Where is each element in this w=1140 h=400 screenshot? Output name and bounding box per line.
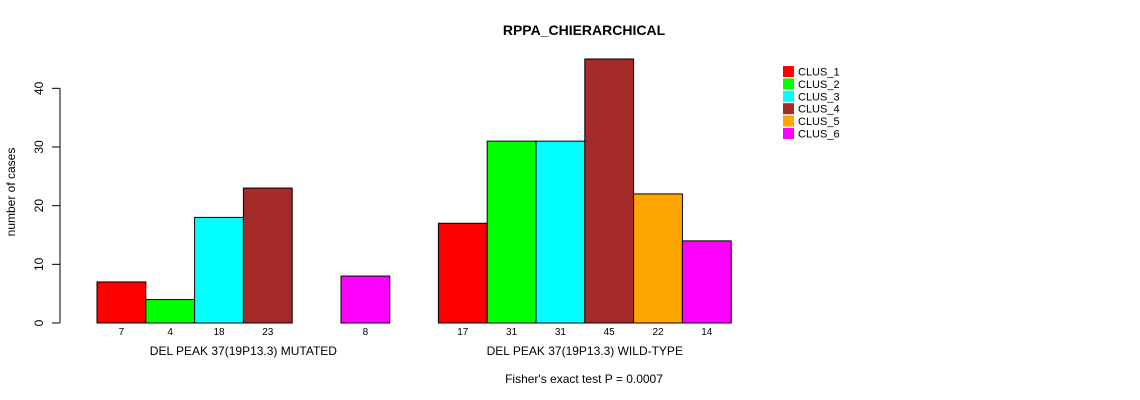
bar-count-label: 31 [506, 327, 518, 338]
bar-count-label: 4 [167, 327, 173, 338]
y-tick-label: 30 [32, 140, 46, 154]
bar-clus-6 [681, 240, 732, 324]
bar-clus-4 [584, 58, 635, 324]
y-tick-label: 0 [32, 319, 46, 326]
bar-count-label: 7 [119, 327, 125, 338]
legend-swatch [783, 128, 794, 139]
y-tick-label: 20 [32, 199, 46, 213]
legend-label: CLUS_1 [798, 67, 840, 79]
bar-count-label: 22 [652, 327, 664, 338]
group-label: DEL PEAK 37(19P13.3) WILD-TYPE [487, 344, 683, 358]
bar-clus-4 [242, 187, 293, 324]
group-label: DEL PEAK 37(19P13.3) MUTATED [150, 344, 338, 358]
legend-label: CLUS_3 [798, 91, 840, 103]
legend-swatch [783, 66, 794, 77]
legend-swatch [783, 90, 794, 102]
bar-count-label: 8 [363, 327, 369, 338]
bar-count-label: 14 [701, 327, 713, 338]
bar-clus-1 [96, 281, 147, 324]
legend-swatch [783, 115, 794, 127]
y-tick-label: 40 [32, 81, 46, 95]
legend-label: CLUS_5 [798, 116, 840, 128]
bar-count-label: 17 [457, 327, 469, 338]
legend-label: CLUS_4 [798, 104, 840, 116]
y-axis-label: number of cases [4, 148, 18, 237]
y-axis: 0 10 20 30 40 [32, 81, 61, 326]
bar-count-label: 31 [555, 327, 567, 338]
legend-swatch [783, 78, 794, 90]
bar-clus-2 [486, 140, 537, 324]
group-labels: DEL PEAK 37(19P13.3) MUTATED DEL PEAK 37(… [150, 344, 683, 358]
bar-clus-3 [535, 140, 586, 324]
legend-swatch [783, 103, 794, 115]
bar-clus-6 [340, 275, 391, 324]
chart-title: RPPA_CHIERARCHICAL [503, 22, 666, 38]
legend-label: CLUS_2 [798, 79, 840, 91]
bar-clus-5 [633, 193, 683, 324]
bar-clus-1 [437, 222, 488, 324]
y-tick-label: 10 [32, 257, 46, 271]
bar-clus-2 [145, 299, 196, 324]
bar-count-label: 45 [604, 327, 616, 338]
bar-clus-3 [194, 216, 244, 324]
legend-label: CLUS_6 [798, 129, 840, 141]
count-labels: 7 4 18 23 8 17 31 31 45 22 14 [119, 327, 713, 338]
bar-count-label: 23 [262, 327, 274, 338]
bars [96, 58, 732, 324]
bar-count-label: 18 [213, 327, 225, 338]
fisher-test-footnote: Fisher's exact test P = 0.0007 [505, 372, 663, 386]
